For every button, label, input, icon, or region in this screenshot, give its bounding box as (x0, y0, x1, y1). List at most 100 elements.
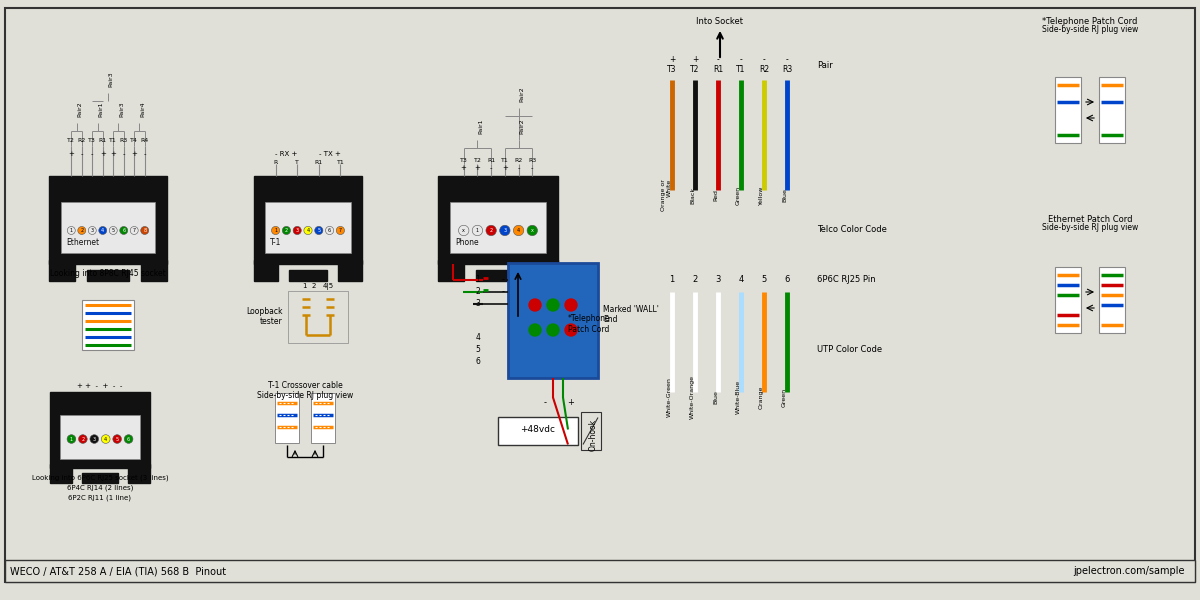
Bar (1055, 77, 1081, 143)
Text: -: - (502, 275, 505, 284)
Text: White-Green: White-Green (667, 377, 672, 417)
Text: T1: T1 (500, 157, 509, 163)
Text: Ethernet: Ethernet (66, 238, 98, 247)
Circle shape (98, 226, 107, 235)
Text: -: - (91, 151, 94, 157)
Text: 2: 2 (692, 275, 697, 284)
Text: *Telephone
Patch Cord: *Telephone Patch Cord (568, 314, 611, 334)
Text: 6: 6 (127, 437, 130, 442)
Bar (438, 260, 464, 281)
Text: T1: T1 (737, 65, 745, 74)
Text: 1: 1 (274, 228, 277, 233)
Text: 4|5: 4|5 (323, 283, 334, 289)
Bar (508, 263, 598, 377)
Text: R3: R3 (528, 157, 536, 163)
Text: Marked 'WALL': Marked 'WALL' (604, 305, 659, 314)
Text: End: End (604, 316, 618, 325)
Text: Into Socket: Into Socket (696, 17, 744, 26)
Text: Orange or
White: Orange or White (661, 179, 672, 211)
Text: Side-by-side RJ plug view: Side-by-side RJ plug view (257, 391, 353, 400)
Text: 1: 1 (70, 437, 73, 442)
Text: +: + (68, 151, 74, 157)
Text: 4: 4 (306, 228, 310, 233)
Text: 8: 8 (143, 228, 146, 233)
Bar (49, 176, 167, 264)
Text: Red: Red (713, 189, 718, 201)
Text: T4: T4 (131, 139, 138, 143)
Text: 2: 2 (475, 287, 480, 296)
Text: +: + (110, 151, 116, 157)
Circle shape (565, 324, 577, 336)
Bar (50, 464, 72, 483)
Text: Pair: Pair (817, 61, 833, 70)
Text: R2: R2 (758, 65, 769, 74)
Text: Pair3: Pair3 (108, 71, 114, 87)
Bar (1099, 77, 1126, 143)
Circle shape (120, 226, 127, 235)
Circle shape (109, 226, 118, 235)
Text: Looking into 8P8C RJ45 socket: Looking into 8P8C RJ45 socket (50, 269, 166, 278)
Circle shape (113, 435, 121, 443)
Text: 6: 6 (328, 228, 331, 233)
Text: 3: 3 (475, 299, 480, 308)
Circle shape (271, 226, 280, 235)
Circle shape (67, 226, 76, 235)
Bar (265, 202, 352, 253)
Text: R4: R4 (140, 139, 149, 143)
Circle shape (131, 226, 138, 235)
Text: Orange: Orange (760, 385, 764, 409)
Text: White-Orange: White-Orange (690, 375, 695, 419)
Text: Pair2: Pair2 (520, 118, 524, 134)
Text: Green: Green (736, 185, 742, 205)
Bar (86, 270, 130, 281)
Text: + +  -  +  -  -: + + - + - - (77, 383, 122, 389)
Text: Side-by-side RJ plug view: Side-by-side RJ plug view (1042, 223, 1138, 232)
Text: +: + (474, 165, 480, 171)
Text: 5: 5 (115, 437, 119, 442)
Text: UTP Color Code: UTP Color Code (817, 346, 882, 355)
Text: R: R (274, 160, 277, 164)
Text: -: - (122, 151, 125, 157)
Circle shape (293, 226, 301, 235)
Text: R2: R2 (515, 157, 523, 163)
Bar (288, 270, 328, 281)
Circle shape (529, 324, 541, 336)
Text: 5: 5 (317, 228, 320, 233)
Text: Side-by-side RJ plug view: Side-by-side RJ plug view (1042, 25, 1138, 34)
Text: 5: 5 (475, 346, 480, 355)
Text: On-hook: On-hook (588, 418, 598, 451)
Bar (311, 393, 335, 443)
Text: R3: R3 (782, 65, 792, 74)
Text: Black: Black (690, 187, 695, 203)
Text: Looking into 6P6C RJ25 socket (3 lines): Looking into 6P6C RJ25 socket (3 lines) (31, 475, 168, 481)
Text: 4: 4 (104, 437, 107, 442)
Text: -: - (532, 165, 534, 171)
Text: 6P4C RJ14 (2 lines): 6P4C RJ14 (2 lines) (67, 485, 133, 491)
Circle shape (325, 226, 334, 235)
Text: -: - (490, 165, 492, 171)
Text: 1  2: 1 2 (302, 283, 317, 289)
Text: - RX +: - RX + (275, 151, 298, 157)
Text: Yellow: Yellow (760, 185, 764, 205)
Bar (254, 176, 362, 264)
Bar (581, 412, 601, 449)
Text: *Telephone Patch Cord: *Telephone Patch Cord (1043, 17, 1138, 26)
Text: jpelectron.com/sample: jpelectron.com/sample (1074, 566, 1186, 576)
Circle shape (499, 225, 510, 236)
Text: R1: R1 (314, 160, 323, 164)
Text: T3: T3 (89, 139, 96, 143)
Bar (275, 393, 299, 443)
Circle shape (101, 435, 110, 443)
Text: 6: 6 (785, 275, 790, 284)
Circle shape (140, 226, 149, 235)
Text: 1: 1 (475, 275, 480, 284)
Text: 6: 6 (122, 228, 125, 233)
Text: 5: 5 (112, 228, 115, 233)
Text: T: T (295, 160, 299, 164)
Text: T-1: T-1 (270, 238, 281, 247)
Text: 4: 4 (475, 334, 480, 343)
Bar (476, 270, 520, 281)
Bar (288, 291, 348, 343)
Bar (60, 415, 140, 459)
Text: 6P6C RJ25 Pin: 6P6C RJ25 Pin (817, 275, 876, 284)
